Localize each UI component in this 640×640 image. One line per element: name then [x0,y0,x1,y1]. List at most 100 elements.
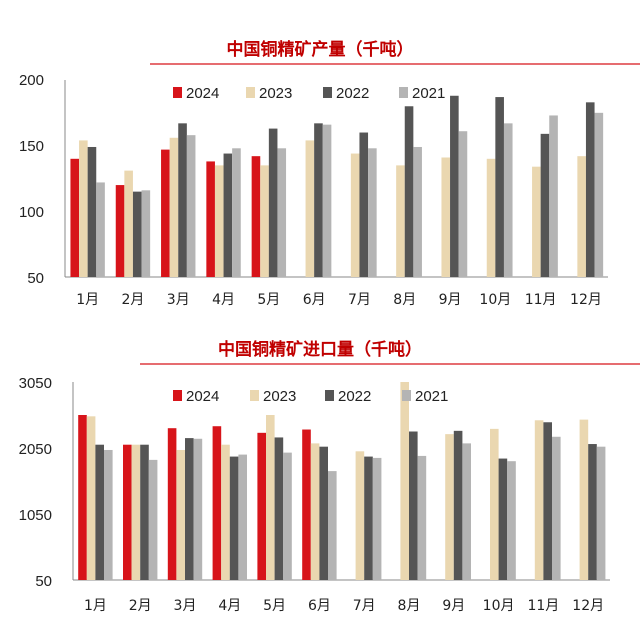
import-chart: 中国铜精矿进口量（千吨） 3050 2050 1050 50 1月 2月 3月 4月 5… [19,339,640,614]
production-bar-2023 [532,166,541,277]
production-ytick-label: 50 [27,270,44,287]
production-category-label: 8月 [393,292,416,308]
production-bar-2021 [413,146,422,277]
import-bar-2023 [266,415,275,580]
production-bar-2022 [314,123,323,277]
import-ytick-label: 50 [35,573,52,590]
import-bar-2022 [274,437,284,580]
production-axes [64,80,608,278]
production-category-label: 9月 [439,292,462,308]
production-bar-2023 [441,157,451,277]
import-bar-2022 [409,431,418,580]
import-legend-swatch [325,390,334,401]
import-category-label: 4月 [218,598,241,614]
production-category-label: 11月 [525,292,557,308]
production-bar-2021 [322,124,332,278]
import-bar-2023 [86,416,96,580]
production-category-labels: 1月 2月 3月 4月 5月 6月 7月 8月 9月 10月 11月 12月 [76,292,602,308]
production-bar-2022 [223,153,233,277]
import-bar-2021 [596,446,606,580]
production-bar-2021 [503,123,513,277]
production-bar-2023 [260,165,269,277]
import-bar-2021 [372,457,382,580]
production-bar-2023 [169,137,179,277]
import-bar-2021 [417,455,427,580]
import-category-labels: 1月 2月 3月 4月 5月 6月 7月 8月 9月 10月 11月 12月 [84,598,604,614]
import-bar-2021 [462,443,471,580]
production-bar-2022 [178,123,187,277]
import-bar-2021 [193,438,203,580]
production-bar-2022 [87,146,97,277]
production-bar-2022 [450,95,459,277]
import-bar-2021 [238,454,247,580]
production-legend: 2024 2023 2022 2021 [173,85,445,102]
production-bar-2021 [186,135,196,277]
import-legend-label: 2021 [415,388,448,405]
import-ytick-label: 1050 [19,507,52,524]
import-bar-2023 [355,451,365,580]
production-legend-swatch [399,87,408,98]
import-bar-2023 [445,434,454,580]
production-bar-2022 [132,191,142,277]
import-bar-2024 [257,432,266,580]
production-legend-label: 2021 [412,85,445,102]
import-bar-2022 [95,444,104,580]
import-bar-2023 [310,443,320,580]
import-category-label: 7月 [353,598,376,614]
import-category-label: 1月 [84,598,107,614]
import-bar-2024 [123,444,132,580]
import-legend: 2024 2023 2022 2021 [173,388,448,405]
production-bar-2024 [161,149,170,277]
import-category-label: 2月 [129,598,152,614]
import-bar-2022 [319,446,328,580]
production-bar-2021 [368,148,377,277]
production-bar-2024 [70,158,80,277]
import-bar-2021 [507,461,516,580]
production-bar-2022 [404,106,414,278]
production-bar-2024 [251,156,261,277]
import-legend-label: 2023 [263,388,296,405]
production-legend-label: 2023 [259,85,292,102]
import-axes [72,382,610,581]
production-bar-2023 [577,156,586,277]
production-category-label: 7月 [348,292,371,308]
production-bar-2023 [396,165,405,277]
import-bar-2021 [328,471,337,580]
import-bar-2023 [534,420,544,580]
production-bar-2021 [549,115,558,278]
import-category-label: 8月 [398,598,421,614]
production-legend-swatch [323,87,332,98]
import-bar-2023 [579,419,589,580]
import-bar-2023 [400,382,409,580]
import-chart-title: 中国铜精矿进口量（千吨） [218,339,422,360]
production-bar-2021 [458,131,468,277]
import-bar-2022 [364,456,373,580]
production-category-label: 10月 [479,292,511,308]
production-bar-2024 [115,185,125,277]
import-bar-2024 [167,428,177,580]
import-category-label: 12月 [572,598,604,614]
import-bar-2021 [552,436,561,580]
production-category-label: 6月 [303,292,326,308]
production-category-label: 5月 [257,292,280,308]
import-bar-2023 [131,444,141,580]
production-legend-label: 2024 [186,85,219,102]
production-bar-2022 [268,128,278,277]
import-legend-swatch [173,390,182,401]
production-category-label: 3月 [167,292,190,308]
import-bar-2024 [302,429,311,580]
production-bar-2023 [124,170,133,277]
import-bar-2023 [176,449,185,580]
production-bar-2022 [495,97,504,277]
production-bar-2023 [214,165,224,277]
import-category-label: 6月 [308,598,331,614]
production-category-label: 4月 [212,292,235,308]
import-bar-2023 [221,444,230,580]
import-y-ticks: 3050 2050 1050 50 [19,375,52,590]
import-bar-2022 [229,456,239,580]
import-ytick-label: 2050 [19,441,52,458]
production-bar-2022 [359,132,369,277]
import-bar-2024 [78,415,87,580]
production-y-ticks: 200 150 100 50 [19,72,44,287]
